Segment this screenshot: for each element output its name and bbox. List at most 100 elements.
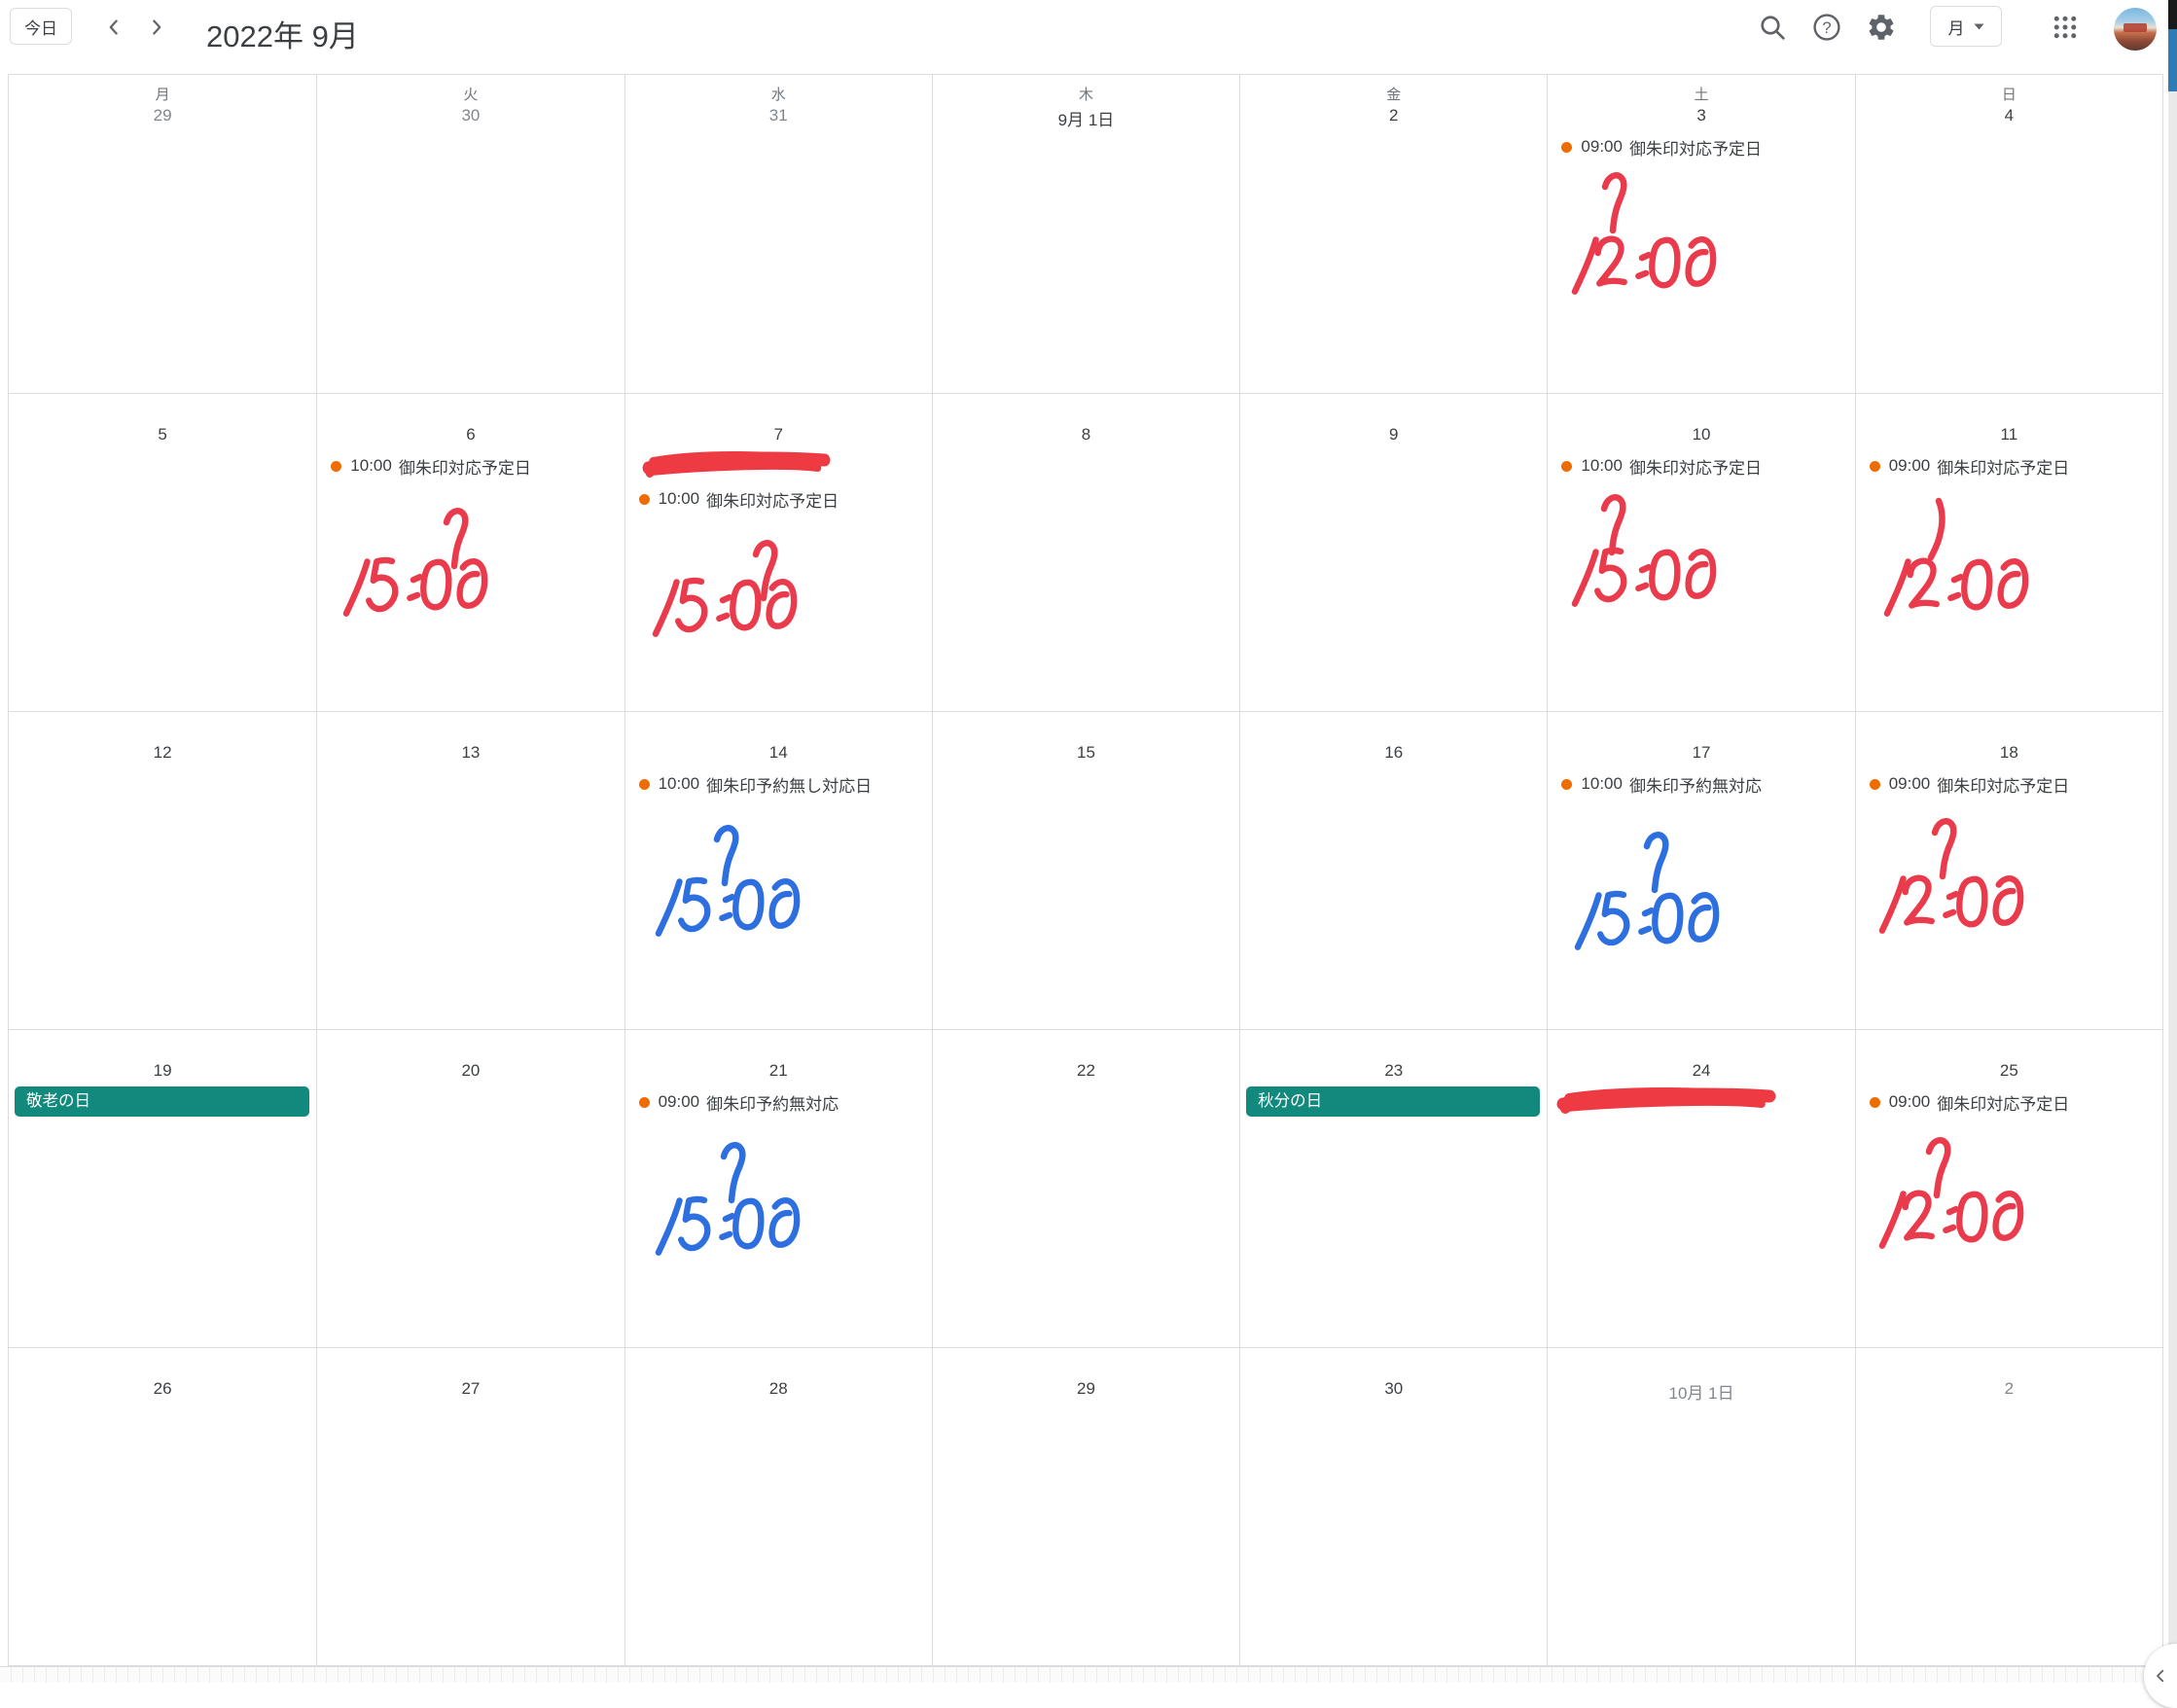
event-chip[interactable]: 10:00 御朱印予約無し対応日 [633, 768, 930, 800]
date-label[interactable]: 30 [1384, 1379, 1404, 1398]
date-label[interactable]: 20 [461, 1061, 481, 1080]
handwritten-time [1878, 1190, 2023, 1249]
calendar-cell[interactable]: 水 31 [624, 75, 932, 393]
calendar-cell[interactable]: 24 [1547, 1029, 1855, 1347]
event-chip[interactable]: 10:00 御朱印対応予定日 [633, 483, 930, 515]
calendar-cell[interactable]: 7 10:00 御朱印対応予定日 [624, 393, 932, 711]
date-label[interactable]: 12 [153, 743, 172, 762]
event-color-dot [1869, 460, 1880, 472]
calendar-cell[interactable]: 5 [9, 393, 317, 711]
apps-button[interactable] [2044, 6, 2087, 49]
event-chip[interactable]: 09:00 御朱印対応予定日 [1864, 1086, 2160, 1118]
next-month-button[interactable] [138, 9, 175, 46]
date-label[interactable]: 7 [773, 425, 783, 444]
help-button[interactable]: ? [1805, 6, 1848, 49]
calendar-cell[interactable]: 木 9月 1日 [931, 75, 1239, 393]
date-label[interactable]: 24 [1692, 1061, 1711, 1080]
date-label[interactable]: 21 [768, 1061, 788, 1080]
date-label[interactable]: 2 [2004, 1379, 2015, 1398]
date-label[interactable]: 10月 1日 [1668, 1384, 1734, 1403]
date-label[interactable]: 18 [1999, 743, 2018, 762]
search-button[interactable] [1751, 6, 1794, 49]
date-label[interactable]: 2 [1389, 106, 1399, 125]
search-icon [1761, 16, 1785, 40]
calendar-cell[interactable]: 17 10:00 御朱印予約無対応 [1547, 711, 1855, 1029]
calendar-cell[interactable]: 10月 1日 [1547, 1347, 1855, 1665]
calendar-cell[interactable]: 30 [1239, 1347, 1548, 1665]
calendar-cell[interactable]: 月 29 [9, 75, 316, 393]
calendar-cell[interactable]: 28 [624, 1347, 932, 1665]
calendar-cell[interactable]: 16 [1239, 711, 1548, 1029]
event-chip[interactable]: 10:00 御朱印対応予定日 [325, 450, 622, 481]
event-chip[interactable]: 10:00 御朱印対応予定日 [1555, 450, 1852, 481]
settings-button[interactable] [1860, 6, 1903, 49]
calendar-cell[interactable]: 21 09:00 御朱印予約無対応 [624, 1029, 932, 1347]
date-label[interactable]: 29 [153, 106, 172, 125]
calendar-cell[interactable]: 火 30 [316, 75, 624, 393]
avatar[interactable] [2114, 8, 2157, 51]
red-scribble-strikethrough [1556, 1086, 1776, 1114]
calendar-cell[interactable]: 20 [316, 1029, 625, 1347]
date-label[interactable]: 16 [1384, 743, 1404, 762]
date-label[interactable]: 11 [2000, 425, 2018, 444]
date-label[interactable]: 22 [1077, 1061, 1095, 1080]
date-label[interactable]: 4 [2004, 106, 2015, 125]
date-label[interactable]: 27 [461, 1379, 481, 1398]
date-label[interactable]: 10 [1692, 425, 1711, 444]
calendar-cell[interactable]: 9 [1239, 393, 1548, 711]
calendar-cell[interactable]: 12 [9, 711, 317, 1029]
event-chip[interactable]: 09:00 御朱印対応予定日 [1555, 131, 1852, 162]
calendar-cell[interactable]: 25 09:00 御朱印対応予定日 [1854, 1029, 2162, 1347]
calendar-cell[interactable]: 2 [1854, 1347, 2162, 1665]
date-label[interactable]: 26 [153, 1379, 172, 1398]
calendar-cell[interactable]: 11 09:00 御朱印対応予定日 [1854, 393, 2162, 711]
prev-month-button[interactable] [95, 9, 132, 46]
view-selector[interactable]: 月 [1930, 6, 2002, 47]
date-label[interactable]: 19 [153, 1061, 172, 1080]
date-label[interactable]: 9 [1389, 425, 1399, 444]
calendar-cell[interactable]: 26 [9, 1347, 317, 1665]
calendar-cell[interactable]: 23 秋分の日 [1239, 1029, 1548, 1347]
date-label[interactable]: 9月 1日 [1057, 111, 1115, 129]
calendar-cell[interactable]: 29 [931, 1347, 1240, 1665]
date-label[interactable]: 15 [1077, 743, 1095, 762]
weekday-header: 火 [463, 87, 479, 103]
holiday-banner[interactable]: 敬老の日 [15, 1086, 310, 1117]
date-label[interactable]: 3 [1696, 106, 1706, 125]
date-label[interactable]: 31 [768, 106, 788, 125]
calendar-cell[interactable]: 15 [931, 711, 1240, 1029]
date-label[interactable]: 13 [461, 743, 481, 762]
event-time: 09:00 [1888, 774, 1931, 793]
calendar-cell[interactable]: 14 10:00 御朱印予約無し対応日 [624, 711, 932, 1029]
calendar-cell[interactable]: 10 10:00 御朱印対応予定日 [1547, 393, 1855, 711]
calendar-cell[interactable]: 13 [316, 711, 625, 1029]
date-label[interactable]: 14 [768, 743, 788, 762]
chevron-right-icon [153, 19, 161, 35]
date-label[interactable]: 23 [1384, 1061, 1404, 1080]
event-chip[interactable]: 09:00 御朱印対応予定日 [1864, 450, 2160, 481]
date-label[interactable]: 5 [158, 425, 167, 444]
calendar-cell[interactable]: 19 敬老の日 [9, 1029, 317, 1347]
handwritten-arrow [1602, 172, 1627, 234]
date-label[interactable]: 28 [768, 1379, 788, 1398]
holiday-banner[interactable]: 秋分の日 [1246, 1086, 1541, 1117]
event-chip[interactable]: 09:00 御朱印対応予定日 [1864, 768, 2160, 800]
calendar-cell[interactable]: 22 [931, 1029, 1240, 1347]
date-label[interactable]: 17 [1692, 743, 1711, 762]
help-icon: ? [1813, 14, 1840, 41]
today-button[interactable]: 今日 [10, 8, 72, 45]
date-label[interactable]: 29 [1077, 1379, 1095, 1398]
date-label[interactable]: 30 [461, 106, 481, 125]
calendar-cell[interactable]: 8 [931, 393, 1240, 711]
calendar-cell[interactable]: 27 [316, 1347, 625, 1665]
calendar-cell[interactable]: 土 3 09:00 御朱印対応予定日 [1547, 75, 1854, 393]
date-label[interactable]: 6 [466, 425, 476, 444]
date-label[interactable]: 25 [1999, 1061, 2018, 1080]
calendar-cell[interactable]: 6 10:00 御朱印対応予定日 [316, 393, 625, 711]
date-label[interactable]: 8 [1081, 425, 1091, 444]
event-chip[interactable]: 09:00 御朱印予約無対応 [633, 1086, 930, 1118]
event-chip[interactable]: 10:00 御朱印予約無対応 [1555, 768, 1852, 800]
calendar-cell[interactable]: 18 09:00 御朱印対応予定日 [1854, 711, 2162, 1029]
